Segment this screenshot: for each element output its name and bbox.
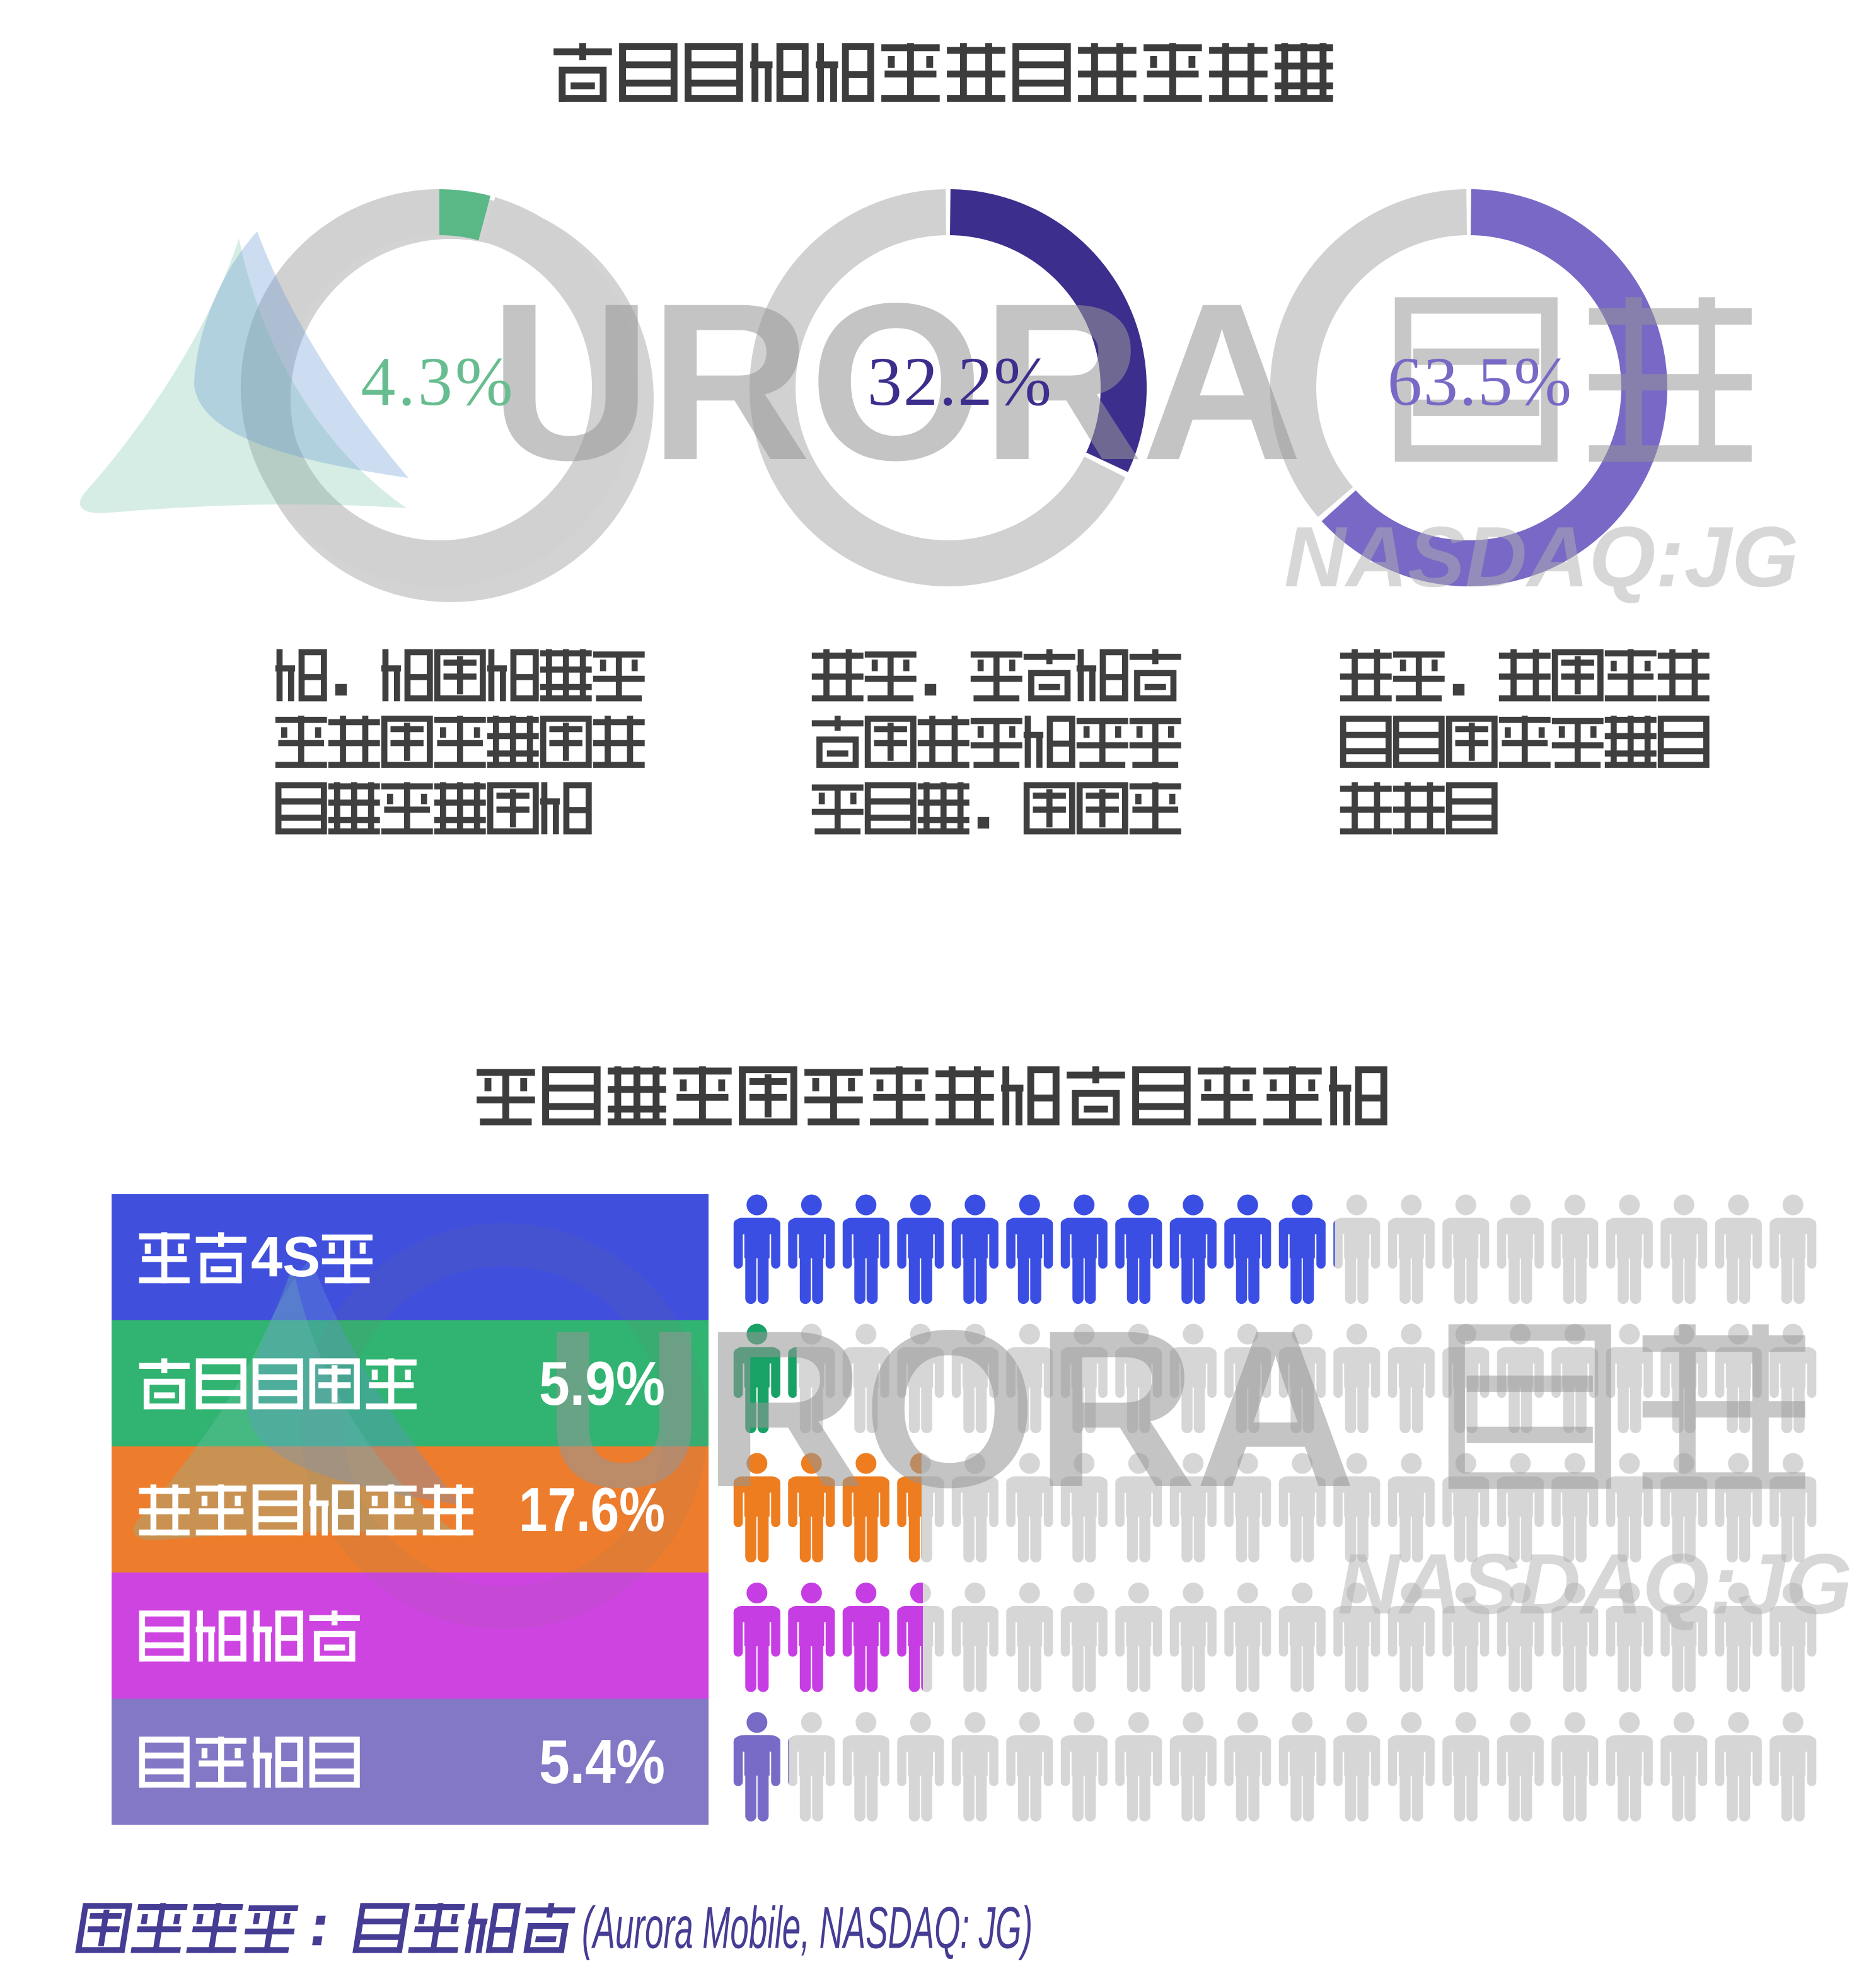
svg-text:5.9%: 5.9% [539, 1349, 665, 1418]
svg-text:(Aurora Mobile, NASDAQ: JG): (Aurora Mobile, NASDAQ: JG) [582, 1895, 1033, 1961]
svg-text:5.4%: 5.4% [539, 1727, 665, 1796]
svg-text:17.6%: 17.6% [519, 1475, 665, 1544]
svg-text:NASDAQ:JG: NASDAQ:JG [1338, 1536, 1852, 1632]
svg-text:4S: 4S [251, 1226, 320, 1289]
svg-text:63.5%: 63.5% [1387, 343, 1573, 420]
svg-text:32.2%: 32.2% [867, 343, 1053, 420]
svg-text:NASDAQ:JG: NASDAQ:JG [1284, 509, 1798, 605]
svg-text:URORA: URORA [490, 257, 1301, 507]
svg-text:4.3%: 4.3% [361, 343, 515, 420]
svg-text:URORA: URORA [543, 1284, 1355, 1534]
